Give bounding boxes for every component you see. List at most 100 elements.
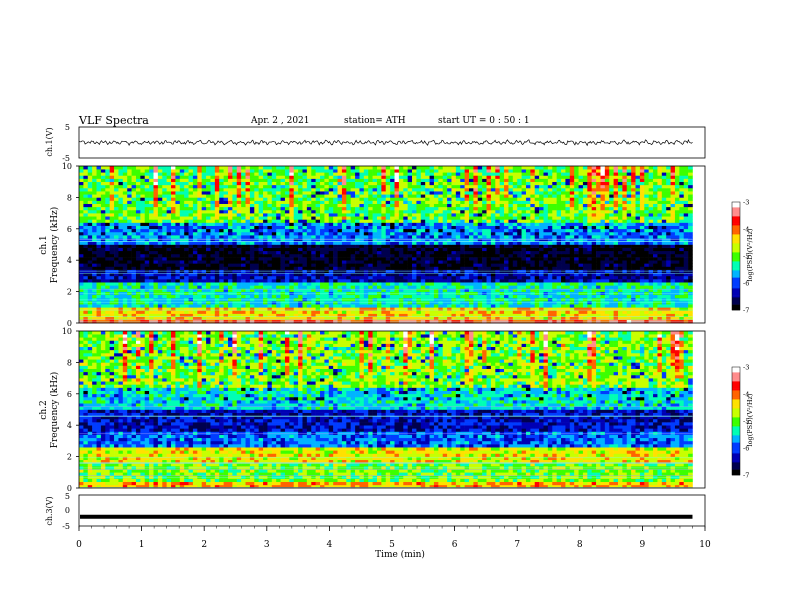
spectrogram-cell [688, 272, 693, 277]
spectrogram-cell [83, 216, 89, 220]
spectrogram-cell [96, 288, 102, 292]
spectrogram-cell [184, 266, 189, 270]
spectrogram-cell [442, 244, 448, 248]
spectrogram-cell [298, 316, 303, 321]
spectrogram-cell [258, 235, 264, 239]
spectrogram-cell [552, 216, 557, 220]
spectrogram-cell [100, 275, 106, 280]
spectrogram-cell [420, 291, 426, 296]
spectrogram-cell [333, 285, 338, 289]
spectrogram-cell [350, 275, 356, 280]
spectrogram-cell [565, 313, 571, 318]
spectrogram-cell [504, 219, 509, 223]
spectrogram-cell [320, 319, 325, 324]
spectrogram-cell [328, 241, 334, 245]
spectrogram-cell [144, 310, 150, 314]
spectrogram-cell [486, 294, 492, 299]
spectrogram-cell [166, 222, 172, 226]
spectrogram-cell [639, 279, 645, 283]
spectrogram-cell [263, 228, 268, 233]
spectrogram-cell [455, 313, 461, 318]
spectrogram-cell [534, 241, 540, 245]
spectrogram-cell [425, 228, 430, 233]
spectrogram-cell [622, 219, 628, 223]
spectrogram-cell [385, 304, 391, 308]
spectrogram-cell [298, 209, 303, 214]
spectrogram-cell [232, 282, 238, 286]
spectrogram-cell [504, 285, 509, 289]
spectrogram-cell [83, 301, 89, 305]
spectrogram-cell [591, 294, 597, 299]
spectrogram-cell [604, 231, 610, 236]
spectrogram-cell [311, 297, 316, 302]
spectrogram-cell [92, 250, 97, 255]
spectrogram-cell [517, 235, 522, 239]
spectrogram-cell [197, 316, 202, 321]
spectrogram-cell [679, 310, 685, 314]
spectrogram-cell [166, 247, 172, 252]
spectrogram-cell [674, 222, 680, 226]
spectrogram-cell [236, 257, 242, 261]
spectrogram-cell [477, 216, 483, 220]
spectrogram-cell [372, 319, 378, 324]
spectrogram-cell [473, 275, 479, 280]
spectrogram-cell [105, 288, 110, 292]
spectrogram-cell [284, 294, 290, 299]
spectrogram-cell [661, 279, 667, 283]
spectrogram-cell [249, 238, 255, 242]
spectrogram-cell [653, 279, 658, 283]
spectrogram-cell [674, 235, 680, 239]
spectrogram-cell [223, 209, 229, 214]
spectrogram-cell [271, 216, 277, 220]
spectrogram-cell [543, 225, 549, 230]
spectrogram-cell [552, 266, 557, 270]
spectrogram-cell [192, 285, 198, 289]
spectrogram-cell [271, 222, 277, 226]
spectrogram-cell [429, 297, 435, 302]
spectrogram-cell [241, 241, 246, 245]
spectrogram-cell [390, 279, 395, 283]
spectrogram-cell [135, 297, 141, 302]
spectrogram-cell [447, 228, 452, 233]
spectrogram-cell [407, 272, 413, 277]
spectrogram-cell [403, 279, 408, 283]
spectrogram-cell [512, 219, 518, 223]
spectrogram-cell [346, 260, 351, 264]
spectrogram-cell [223, 291, 229, 296]
spectrogram-cell [556, 219, 562, 223]
spectrogram-cell [525, 222, 531, 226]
spectrogram-cell [490, 297, 496, 302]
spectrogram-cell [114, 244, 119, 248]
spectrogram-cell [232, 257, 238, 261]
spectrogram-cell [171, 235, 176, 239]
spectrogram-cell [482, 222, 487, 226]
spectrogram-cell [587, 219, 592, 223]
spectrogram-cell [341, 275, 347, 280]
spectrogram-cell [499, 319, 505, 324]
spectrogram-cell [105, 257, 110, 261]
spectrogram-cell [451, 247, 457, 252]
spectrogram-cell [670, 222, 676, 226]
spectrogram-cell [390, 225, 395, 230]
spectrogram-cell [96, 260, 102, 264]
spectrogram-cell [153, 285, 159, 289]
spectrogram-cell [407, 219, 413, 223]
spectrogram-cell [679, 213, 685, 217]
spectrogram-cell [547, 313, 553, 318]
spectrogram-cell [473, 235, 479, 239]
spectrogram-cell [118, 291, 124, 296]
spectrogram-cell [157, 304, 163, 308]
spectrogram-cell [525, 219, 531, 223]
spectrogram-cell [144, 316, 150, 321]
spectrogram-cell [390, 307, 395, 311]
spectrogram-cell [271, 235, 277, 239]
spectrogram-cell [293, 285, 299, 289]
spectrogram-cell [284, 301, 290, 305]
spectrogram-cell [149, 263, 154, 267]
spectrogram-cell [79, 272, 84, 277]
spectrogram-cell [276, 222, 281, 226]
spectrogram-cell [517, 319, 522, 324]
spectrogram-cell [442, 266, 448, 270]
spectrogram-cell [236, 291, 242, 296]
spectrogram-cell [517, 213, 522, 217]
